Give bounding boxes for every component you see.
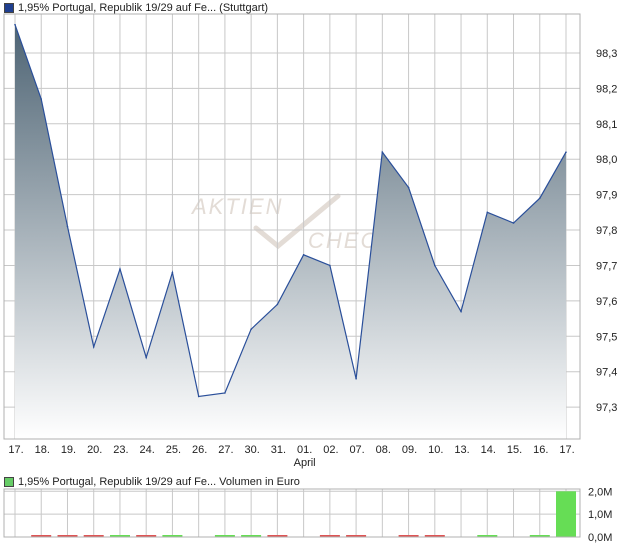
price-point (355, 377, 357, 380)
price-point (565, 151, 567, 153)
volume-y-axis: 0,0M 1,0M 2,0M (588, 486, 612, 544)
price-x-tick: 15. (507, 444, 522, 456)
price-point (224, 392, 226, 394)
volume-bar (424, 535, 445, 537)
price-legend-swatch (4, 3, 14, 13)
watermark: AKTIEN CHECK (190, 193, 393, 253)
volume-bar (214, 535, 235, 537)
price-point (486, 211, 489, 214)
volume-bar (529, 535, 550, 537)
volume-bar (346, 535, 367, 537)
price-point (66, 225, 69, 228)
price-x-tick: 14. (481, 444, 496, 456)
volume-bar (267, 535, 288, 537)
volume-bar (319, 535, 340, 537)
price-point (302, 254, 305, 256)
price-plot-frame (3, 13, 581, 440)
volume-grid (4, 489, 580, 538)
price-x-tick: 30. (244, 444, 259, 456)
price-x-axis: 17. 18. 19. 20. 23. 24. 25. 26. 27. 30. 31. 01. 02. 0… (8, 444, 574, 469)
price-point (250, 328, 252, 331)
volume-bar (57, 535, 78, 537)
price-point (14, 23, 16, 26)
price-point (407, 186, 410, 189)
price-x-tick: 27. (218, 444, 233, 456)
price-point (197, 395, 200, 398)
price-legend: 1,95% Portugal, Republik 19/29 auf Fe...… (4, 1, 268, 15)
volume-legend: 1,95% Portugal, Republik 19/29 auf Fe...… (4, 475, 300, 489)
volume-bar (398, 535, 419, 537)
volume-bar (31, 535, 52, 537)
volume-legend-label: 1,95% Portugal, Republik 19/29 auf Fe...… (18, 476, 300, 488)
volume-bar (477, 535, 498, 537)
volume-legend-swatch (4, 477, 14, 487)
price-point (119, 268, 121, 270)
price-x-tick: 09. (402, 444, 417, 456)
price-x-tick: 31. (271, 444, 286, 456)
price-x-tick: 19. (61, 444, 76, 456)
price-y-tick: 97,3 (596, 402, 617, 414)
price-x-tick: 02. (323, 444, 338, 456)
price-x-tick: 17. (559, 444, 574, 456)
price-x-tick: 10. (428, 444, 443, 456)
volume-bars (31, 491, 576, 537)
price-y-tick: 97,8 (596, 225, 617, 237)
price-x-sub-label: April (294, 457, 316, 469)
volume-bar (83, 535, 104, 537)
price-x-tick: 26. (192, 444, 207, 456)
price-x-tick: 18. (35, 444, 50, 456)
price-y-tick: 98,0 (596, 154, 617, 166)
volume-bar (556, 491, 576, 537)
price-point (276, 303, 279, 306)
price-legend-label: 1,95% Portugal, Republik 19/29 auf Fe...… (18, 2, 269, 14)
price-y-tick: 98,3 (596, 48, 617, 60)
price-point (460, 310, 462, 313)
price-x-tick: 08. (376, 444, 391, 456)
price-point (538, 197, 541, 199)
price-x-tick: 20. (87, 444, 102, 456)
watermark-check-icon (253, 193, 341, 250)
price-area (14, 23, 567, 439)
price-y-tick: 97,6 (596, 296, 617, 308)
volume-bar (136, 535, 157, 537)
price-line (14, 24, 567, 398)
volume-y-tick: 2,0M (588, 486, 612, 498)
price-point (512, 222, 515, 224)
price-x-tick: 23. (113, 444, 128, 456)
volume-bar (241, 535, 262, 537)
price-point (381, 151, 384, 153)
volume-plot-frame (3, 488, 581, 538)
price-y-tick: 97,9 (596, 190, 617, 202)
price-point (145, 356, 147, 359)
price-x-tick: 16. (533, 444, 548, 456)
price-x-tick: 25. (166, 444, 181, 456)
price-x-tick: 24. (140, 444, 155, 456)
price-y-tick: 97,7 (596, 260, 617, 272)
volume-y-tick: 0,0M (588, 532, 612, 544)
price-x-tick: 01. (297, 444, 312, 456)
price-y-axis: 97,3 97,4 97,5 97,6 97,7 97,8 97,9 98,0 98,1 98,2… (596, 48, 617, 414)
price-point (92, 346, 95, 348)
price-y-tick: 98,1 (596, 119, 617, 131)
price-point (40, 98, 43, 100)
price-point (171, 271, 174, 274)
price-x-tick: 07. (349, 444, 364, 456)
price-y-tick: 98,2 (596, 83, 617, 95)
price-x-tick: 13. (454, 444, 469, 456)
volume-bar (162, 535, 183, 537)
watermark-text: AKTIEN (190, 194, 283, 219)
price-area-fill (15, 24, 566, 439)
price-point (329, 264, 331, 267)
price-y-tick: 97,5 (596, 331, 617, 343)
price-point (434, 264, 436, 267)
volume-y-tick: 1,0M (588, 509, 612, 521)
volume-bar (110, 535, 130, 537)
price-x-tick: 17. (8, 444, 23, 456)
price-y-tick: 97,4 (596, 367, 617, 379)
